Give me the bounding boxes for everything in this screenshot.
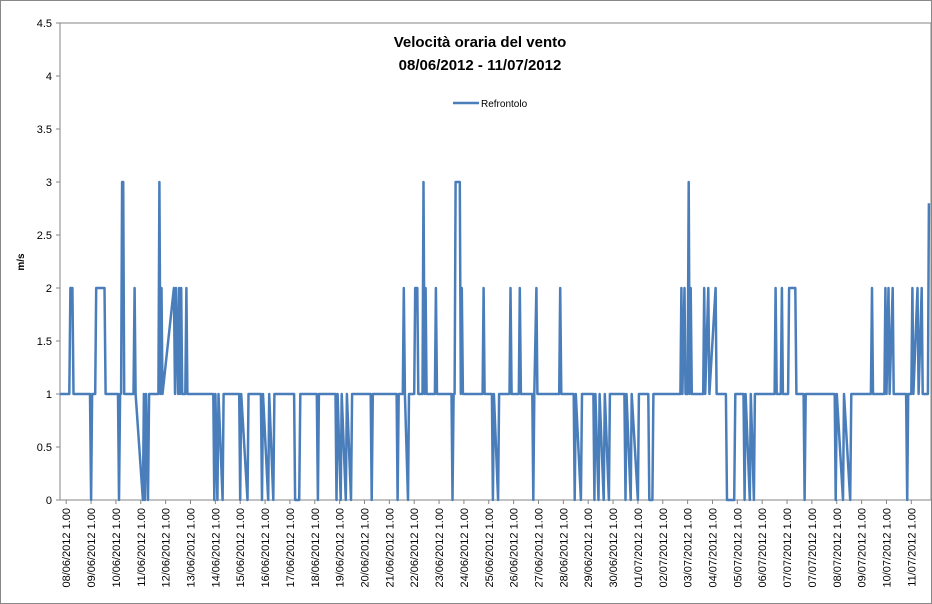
- x-tick-label: 14/06/2012 1.00: [210, 508, 222, 588]
- y-tick-label: 1: [46, 389, 52, 401]
- x-tick-label: 07/07/2012 1.00: [807, 508, 819, 588]
- x-tick-label: 22/06/2012 1.00: [409, 508, 421, 588]
- x-tick-label: 20/06/2012 1.00: [359, 508, 371, 588]
- y-tick-label: 4.5: [37, 18, 52, 30]
- x-tick-label: 30/06/2012 1.00: [608, 508, 620, 588]
- x-tick-label: 10/07/2012 1.00: [881, 508, 893, 588]
- x-tick-label: 10/06/2012 1.00: [111, 508, 123, 588]
- x-tick-label: 16/06/2012 1.00: [260, 508, 272, 588]
- x-tick-label: 09/06/2012 1.00: [86, 508, 98, 588]
- x-tick-label: 27/06/2012 1.00: [533, 508, 545, 588]
- x-tick-label: 09/07/2012 1.00: [857, 508, 869, 588]
- legend-label: Refrontolo: [481, 99, 528, 110]
- y-tick-label: 0.5: [37, 442, 52, 454]
- y-axis-label: m/s: [16, 253, 27, 271]
- x-tick-label: 15/06/2012 1.00: [235, 508, 247, 588]
- y-tick-label: 2.5: [37, 230, 52, 242]
- x-tick-label: 08/06/2012 1.00: [61, 508, 73, 588]
- x-tick-label: 28/06/2012 1.00: [558, 508, 570, 588]
- x-tick-label: 29/06/2012 1.00: [583, 508, 595, 588]
- y-tick-label: 0: [46, 495, 52, 507]
- x-tick-label: 11/06/2012 1.00: [136, 508, 148, 587]
- plot-area: [59, 22, 932, 501]
- y-tick-label: 4: [46, 71, 52, 83]
- x-tick-label: 02/07/2012 1.00: [658, 508, 670, 588]
- x-tick-label: 13/06/2012 1.00: [185, 508, 197, 588]
- x-tick-label: 03/07/2012 1.00: [683, 508, 695, 588]
- x-tick-label: 08/07/2012 1.00: [832, 508, 844, 588]
- y-tick-label: 3: [46, 177, 52, 189]
- x-tick-label: 21/06/2012 1.00: [384, 508, 396, 588]
- x-tick-label: 19/06/2012 1.00: [335, 508, 347, 588]
- x-tick-label: 25/06/2012 1.00: [484, 508, 496, 588]
- x-tick-label: 12/06/2012 1.00: [161, 508, 173, 588]
- x-tick-label: 24/06/2012 1.00: [459, 508, 471, 588]
- y-tick-label: 3.5: [37, 124, 52, 136]
- y-tick-label: 2: [46, 283, 52, 295]
- x-tick-label: 17/06/2012 1.00: [285, 508, 297, 588]
- chart-subtitle: 08/06/2012 - 11/07/2012: [399, 57, 562, 74]
- x-tick-label: 01/07/2012 1.00: [633, 508, 645, 588]
- x-tick-label: 04/07/2012 1.00: [707, 508, 719, 588]
- x-tick-label: 05/07/2012 1.00: [732, 508, 744, 588]
- x-tick-label: 18/06/2012 1.00: [310, 508, 322, 588]
- chart-title: Velocità oraria del vento: [394, 34, 567, 51]
- x-tick-label: 26/06/2012 1.00: [509, 508, 521, 588]
- line-series: [60, 180, 931, 502]
- y-tick-label: 1.5: [37, 336, 52, 348]
- x-tick-label: 06/07/2012 1.00: [757, 508, 769, 588]
- x-tick-label: 23/06/2012 1.00: [434, 508, 446, 588]
- x-tick-label: 07/07/2012 1.00: [782, 508, 794, 588]
- x-tick-label: 11/07/2012 1.00: [906, 508, 918, 587]
